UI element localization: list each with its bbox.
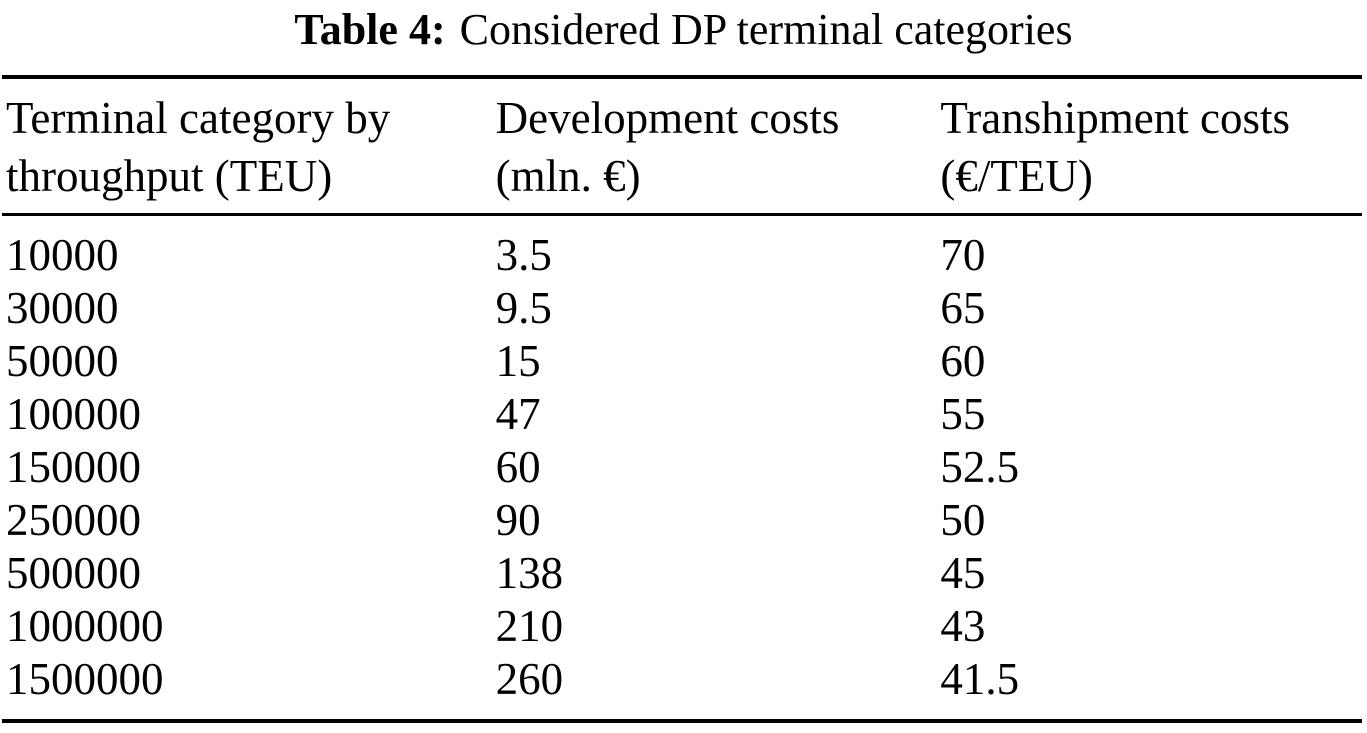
table-row: 500001560 bbox=[2, 335, 1362, 388]
table-cell: 30000 bbox=[2, 282, 496, 335]
table-cell: 150000 bbox=[2, 441, 496, 494]
table-cell: 47 bbox=[496, 388, 941, 441]
table-row: 100003.570 bbox=[2, 215, 1362, 283]
table-row: 1000004755 bbox=[2, 388, 1362, 441]
column-header-line: throughput (TEU) bbox=[6, 147, 496, 205]
table-cell: 60 bbox=[940, 335, 1362, 388]
table-cell: 138 bbox=[496, 547, 941, 600]
table-row: 2500009050 bbox=[2, 494, 1362, 547]
table-row: 100000021043 bbox=[2, 600, 1362, 653]
column-header-development-costs: Development costs (mln. €) bbox=[496, 77, 941, 215]
table-header-row: Terminal category by throughput (TEU) De… bbox=[2, 77, 1362, 215]
dp-terminal-categories-table: Terminal category by throughput (TEU) De… bbox=[2, 75, 1362, 723]
table-cell: 500000 bbox=[2, 547, 496, 600]
column-header-line: Development costs bbox=[496, 89, 941, 147]
column-header-transhipment-costs: Transhipment costs (€/TEU) bbox=[940, 77, 1362, 215]
table-cell: 100000 bbox=[2, 388, 496, 441]
table-row: 150000026041.5 bbox=[2, 653, 1362, 721]
table-cell: 55 bbox=[940, 388, 1362, 441]
column-header-line: (mln. €) bbox=[496, 147, 941, 205]
table-cell: 210 bbox=[496, 600, 941, 653]
column-header-terminal-category: Terminal category by throughput (TEU) bbox=[2, 77, 496, 215]
table-cell: 41.5 bbox=[940, 653, 1362, 721]
table-caption-label: Table 4: bbox=[294, 5, 445, 54]
table-cell: 1500000 bbox=[2, 653, 496, 721]
table-cell: 50 bbox=[940, 494, 1362, 547]
table-cell: 1000000 bbox=[2, 600, 496, 653]
table-cell: 65 bbox=[940, 282, 1362, 335]
table-caption: Table 4: Considered DP terminal categorie… bbox=[0, 0, 1367, 54]
column-header-line: Transhipment costs bbox=[940, 89, 1362, 147]
table-cell: 43 bbox=[940, 600, 1362, 653]
table-cell: 15 bbox=[496, 335, 941, 388]
table-cell: 70 bbox=[940, 215, 1362, 283]
table-cell: 260 bbox=[496, 653, 941, 721]
table-cell: 60 bbox=[496, 441, 941, 494]
table-cell: 3.5 bbox=[496, 215, 941, 283]
table-cell: 90 bbox=[496, 494, 941, 547]
table-row: 50000013845 bbox=[2, 547, 1362, 600]
table-body: 100003.570300009.56550000156010000047551… bbox=[2, 215, 1362, 722]
table-row: 300009.565 bbox=[2, 282, 1362, 335]
table-cell: 52.5 bbox=[940, 441, 1362, 494]
column-header-line: (€/TEU) bbox=[940, 147, 1362, 205]
table-header: Terminal category by throughput (TEU) De… bbox=[2, 77, 1362, 215]
column-header-line: Terminal category by bbox=[6, 89, 496, 147]
table-cell: 10000 bbox=[2, 215, 496, 283]
table-cell: 50000 bbox=[2, 335, 496, 388]
table-cell: 9.5 bbox=[496, 282, 941, 335]
table-cell: 45 bbox=[940, 547, 1362, 600]
table-row: 1500006052.5 bbox=[2, 441, 1362, 494]
table-cell: 250000 bbox=[2, 494, 496, 547]
table-caption-text: Considered DP terminal categories bbox=[460, 5, 1073, 54]
